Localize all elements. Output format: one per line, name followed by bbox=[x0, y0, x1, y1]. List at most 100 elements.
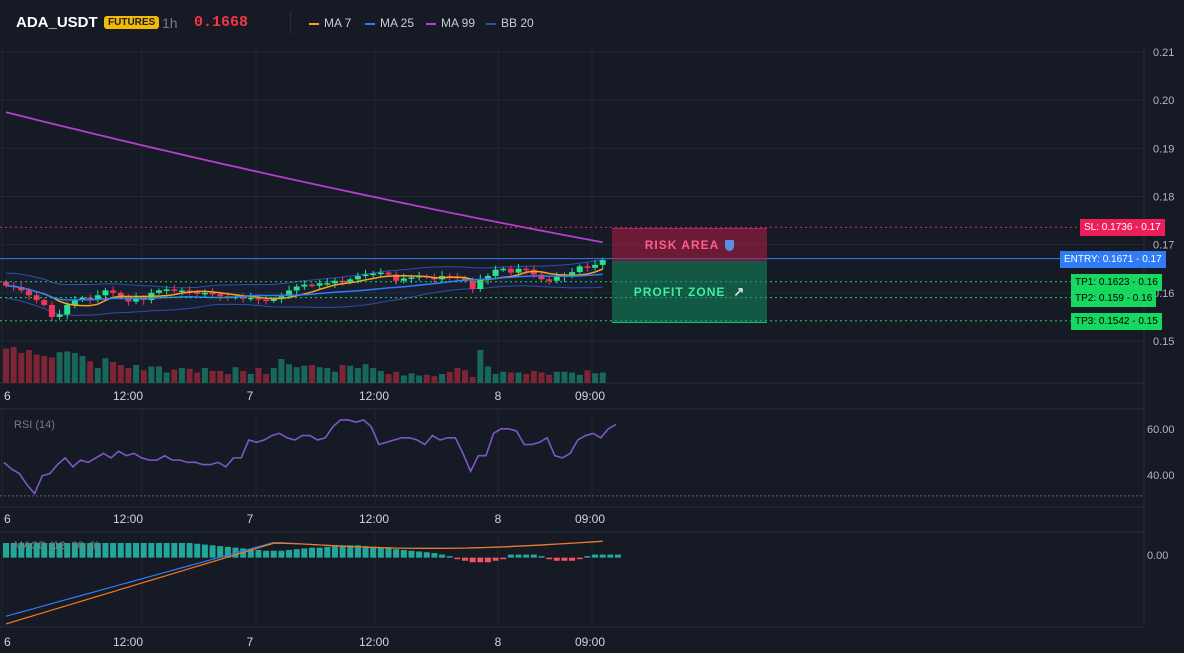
volume-bar bbox=[446, 371, 453, 383]
macd-hist-bar bbox=[64, 543, 71, 558]
legend-ma99[interactable]: MA 99 bbox=[426, 16, 475, 30]
macd-hist-bar bbox=[500, 557, 507, 560]
macd-hist-bar bbox=[538, 556, 545, 558]
x-tick-label-main: 12:00 bbox=[113, 389, 143, 403]
legend-bb20[interactable]: BB 20 bbox=[486, 16, 534, 30]
candle-body bbox=[240, 296, 247, 299]
macd-hist-bar bbox=[331, 546, 338, 558]
macd-hist-bar bbox=[569, 557, 576, 561]
candle-body bbox=[324, 283, 331, 285]
x-tick-label-macd: 09:00 bbox=[575, 635, 605, 649]
macd-hist-bar bbox=[186, 543, 193, 558]
candle-body bbox=[592, 264, 599, 268]
macd-hist-bar bbox=[400, 549, 407, 558]
symbol-name[interactable]: ADA_USDT bbox=[16, 14, 98, 31]
volume-bar bbox=[224, 374, 231, 383]
chart-canvas[interactable]: 0.210.200.190.180.170.160.1560.0040.000.… bbox=[0, 46, 1184, 653]
volume-bar bbox=[523, 374, 530, 383]
volume-bar bbox=[110, 362, 117, 383]
volume-bar bbox=[232, 367, 239, 383]
macd-hist-bar bbox=[301, 548, 308, 558]
volume-bar bbox=[94, 368, 101, 383]
candle-body bbox=[569, 272, 576, 276]
candle-body bbox=[538, 274, 545, 280]
candle-body bbox=[18, 287, 25, 291]
candle-body bbox=[293, 286, 300, 291]
candle-body bbox=[87, 297, 94, 301]
profit-zone: PROFIT ZONE ↗ bbox=[612, 261, 767, 323]
macd-hist-bar bbox=[194, 543, 201, 558]
legend-ma25[interactable]: MA 25 bbox=[365, 16, 414, 30]
macd-hist-bar bbox=[71, 543, 78, 558]
risk-area-label: RISK AREA bbox=[644, 238, 720, 252]
ma7-swatch bbox=[309, 22, 319, 25]
x-tick-label-macd: 6 bbox=[4, 635, 11, 649]
macd-hist-bar bbox=[377, 547, 384, 558]
macd-hist-bar bbox=[10, 543, 17, 558]
x-tick-label-macd: 12:00 bbox=[113, 635, 143, 649]
tp3-price-tag: TP3: 0.1542 - 0.15 bbox=[1071, 313, 1162, 330]
macd-hist-bar bbox=[94, 543, 101, 558]
macd-hist-bar bbox=[278, 550, 285, 558]
candle-body bbox=[247, 297, 254, 300]
volume-bar bbox=[48, 357, 55, 383]
candle-body bbox=[110, 290, 117, 293]
macd-hist-bar bbox=[354, 545, 361, 558]
macd-hist-bar bbox=[33, 543, 40, 558]
volume-bar bbox=[186, 368, 193, 383]
candle-body bbox=[171, 289, 178, 291]
candle-body bbox=[385, 272, 392, 275]
price-tick-label: 0.20 bbox=[1153, 95, 1174, 107]
volume-bar bbox=[301, 365, 308, 383]
volume-bar bbox=[102, 358, 109, 383]
volume-bar bbox=[454, 368, 461, 383]
volume-bar bbox=[41, 356, 48, 383]
trade-levels bbox=[0, 226, 1144, 322]
candle-body bbox=[178, 290, 185, 292]
macd-hist-bar bbox=[178, 543, 185, 558]
candle-body bbox=[286, 290, 293, 297]
macd-hist-bar bbox=[370, 546, 377, 558]
grid-lines bbox=[0, 46, 1145, 628]
timeframe-label[interactable]: 1h bbox=[162, 15, 178, 31]
price-tick-label: 0.17 bbox=[1153, 240, 1174, 252]
volume-bar bbox=[10, 347, 17, 383]
volume-bar bbox=[64, 351, 71, 383]
volume-bars bbox=[3, 347, 606, 383]
volume-bar bbox=[362, 364, 369, 383]
price-tick-label: 0.15 bbox=[1153, 336, 1174, 348]
volume-bar bbox=[148, 366, 155, 383]
x-tick-label-rsi: 12:00 bbox=[359, 512, 389, 526]
macd-hist-bar bbox=[163, 543, 170, 558]
candle-body bbox=[64, 304, 71, 315]
volume-bar bbox=[530, 371, 537, 383]
macd-hist-bar bbox=[385, 548, 392, 558]
macd-hist-bar bbox=[56, 543, 63, 558]
volume-bar bbox=[354, 368, 361, 383]
volume-bar bbox=[286, 364, 293, 383]
macd-hist-bar bbox=[324, 546, 331, 558]
volume-bar bbox=[255, 368, 262, 383]
volume-bar bbox=[25, 350, 32, 383]
macd-hist-bar bbox=[393, 549, 400, 558]
candle-body bbox=[492, 269, 499, 276]
legend-ma7[interactable]: MA 7 bbox=[309, 16, 351, 30]
macd-hist-bar bbox=[553, 557, 560, 561]
shield-icon bbox=[725, 239, 735, 251]
volume-bar bbox=[71, 353, 78, 383]
candle-body bbox=[156, 290, 162, 293]
candle-body bbox=[194, 291, 201, 294]
volume-bar bbox=[87, 361, 94, 383]
volume-bar bbox=[331, 371, 338, 383]
volume-bar bbox=[125, 368, 132, 383]
macd-hist-bar bbox=[431, 553, 438, 558]
macd-hist-bar bbox=[607, 554, 614, 558]
candle-body bbox=[347, 279, 354, 283]
rsi-tick-label: 60.00 bbox=[1147, 424, 1175, 436]
macd-hist-bar bbox=[156, 543, 162, 558]
candle-body bbox=[309, 284, 315, 287]
macd-hist-bar bbox=[454, 557, 461, 560]
candle-body bbox=[515, 268, 522, 273]
ma99-line bbox=[5, 111, 603, 244]
candle-body bbox=[354, 275, 361, 280]
